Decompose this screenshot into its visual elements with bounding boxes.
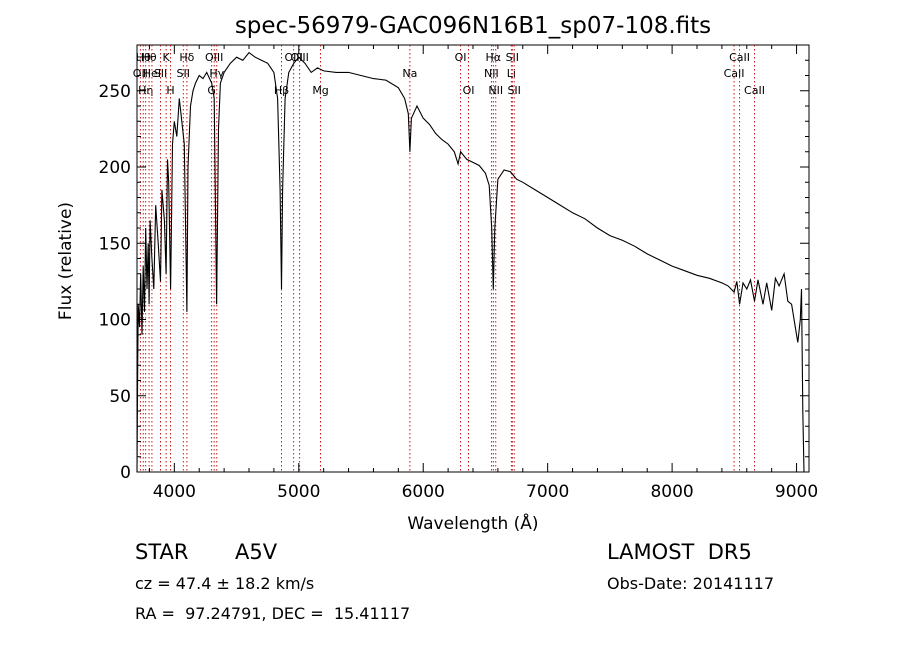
line-marker-label: CaII bbox=[724, 67, 745, 80]
line-marker-label: OI bbox=[455, 51, 467, 64]
y-tick-label: 250 bbox=[99, 82, 131, 102]
object-subclass: A5V bbox=[235, 540, 278, 564]
line-marker-label: OII bbox=[133, 67, 148, 80]
line-marker-label: Mg bbox=[312, 84, 328, 97]
line-marker-label: NII bbox=[488, 84, 503, 97]
spectrum-series-line bbox=[136, 51, 805, 473]
y-tick-label: 50 bbox=[109, 387, 131, 407]
line-marker-label: SII bbox=[506, 51, 519, 64]
line-marker-label: OIII bbox=[205, 51, 223, 64]
line-marker-label: CaII bbox=[729, 51, 750, 64]
line-marker-label: K bbox=[163, 51, 171, 64]
x-axis: 4000 5000 6000 7000 8000 9000 bbox=[148, 45, 818, 502]
x-axis-label: Wavelength (Å) bbox=[407, 512, 538, 534]
line-marker-label: SII bbox=[177, 67, 190, 80]
line-marker-label: OIII bbox=[284, 51, 302, 64]
line-marker-label: Hγ bbox=[209, 67, 224, 80]
y-tick-label: 200 bbox=[99, 158, 131, 178]
line-marker-label: Li bbox=[507, 67, 516, 80]
plot-frame bbox=[136, 44, 810, 473]
sky-coordinates: RA = 97.24791, DEC = 15.41117 bbox=[135, 604, 411, 623]
x-tick-label: 8000 bbox=[650, 482, 693, 502]
line-marker-label: G bbox=[207, 84, 216, 97]
line-marker-label: Hα bbox=[486, 51, 502, 64]
line-marker-label: NII bbox=[484, 67, 499, 80]
line-marker-label: Hδ bbox=[179, 51, 194, 64]
line-marker-label: OI bbox=[463, 84, 475, 97]
line-marker-label: H bbox=[166, 84, 174, 97]
chart-title: spec-56979-GAC096N16B1_sp07-108.fits bbox=[235, 13, 711, 39]
observation-date: Obs-Date: 20141117 bbox=[607, 574, 775, 593]
x-tick-label: 6000 bbox=[402, 482, 445, 502]
line-marker-label: SII bbox=[507, 84, 520, 97]
x-tick-label: 5000 bbox=[277, 482, 320, 502]
y-tick-label: 100 bbox=[99, 311, 131, 331]
y-tick-label: 150 bbox=[99, 234, 131, 254]
redshift-velocity: cz = 47.4 ± 18.2 km/s bbox=[135, 574, 315, 593]
line-marker-label: CaII bbox=[744, 84, 765, 97]
y-tick-label: 0 bbox=[120, 463, 131, 483]
y-axis-label: Flux (relative) bbox=[56, 202, 76, 320]
y-axis: 0 50 100 150 200 250 bbox=[99, 44, 809, 483]
survey-name: LAMOST DR5 bbox=[607, 540, 752, 564]
spectral-line-markers: OIIHθHηHθHeISIIKHSIIHδGOIIIHγHβOIIIOIIIM… bbox=[133, 45, 765, 472]
x-tick-label: 9000 bbox=[775, 482, 818, 502]
x-tick-label: 7000 bbox=[526, 482, 569, 502]
x-tick-label: 4000 bbox=[153, 482, 196, 502]
line-marker-label: Na bbox=[402, 67, 417, 80]
line-marker-label: SII bbox=[154, 67, 167, 80]
line-marker-label: HeI bbox=[143, 67, 161, 80]
line-marker-label: Hθ bbox=[142, 51, 157, 64]
object-class: STAR bbox=[135, 540, 189, 564]
